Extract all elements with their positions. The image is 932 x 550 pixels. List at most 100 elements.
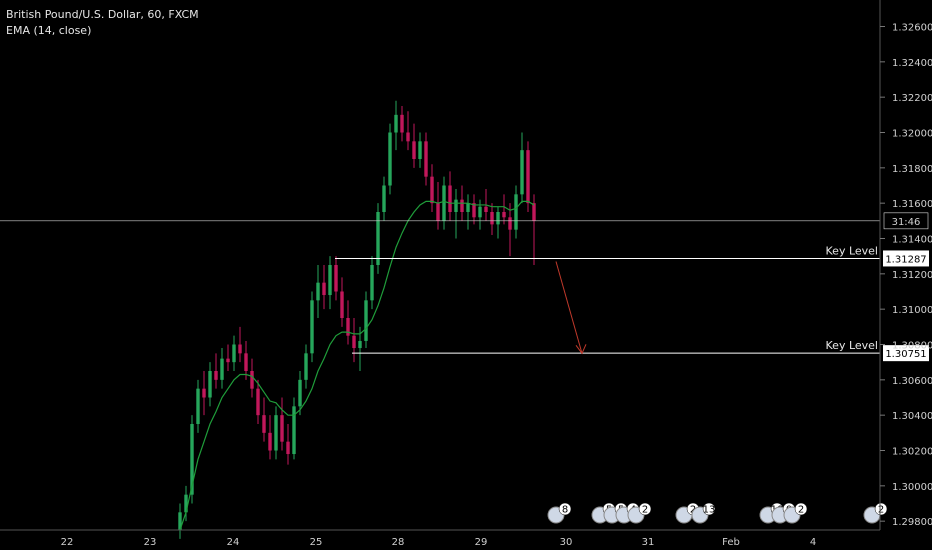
price-tick-label: 1.30200 [892,447,932,458]
candle-body[interactable] [256,388,260,416]
candle-body[interactable] [526,150,530,204]
candle-body[interactable] [316,282,320,301]
news-badge-count: 13 [703,505,716,516]
candle-body[interactable] [280,415,284,442]
price-tick-label: 1.30000 [892,482,932,493]
candle-body[interactable] [430,176,434,204]
news-badges-layer: 8554221310022 [547,502,888,524]
ema-layer [179,200,535,531]
candle-body[interactable] [508,217,512,230]
candle-body[interactable] [304,353,308,380]
news-badge [558,502,572,516]
candle-body[interactable] [292,406,296,455]
candle-body[interactable] [484,206,488,212]
candle-body[interactable] [322,282,326,296]
candle-body[interactable] [358,340,362,349]
news-badge-count: 8 [562,505,568,516]
time-tick-label: 29 [475,537,488,548]
candle-body[interactable] [406,132,410,142]
price-tick-label: 1.30400 [892,411,932,422]
candle-body[interactable] [268,432,272,451]
candle-body[interactable] [196,388,200,424]
news-badge-count: 2 [798,505,804,516]
candle-body[interactable] [238,344,242,354]
candle-body[interactable] [424,141,428,177]
candle-body[interactable] [442,185,446,221]
candle-body[interactable] [502,212,506,218]
price-tick-label: 1.31400 [892,235,932,246]
candle-body[interactable] [346,318,350,336]
candle-body[interactable] [520,150,524,195]
candle-body[interactable] [436,203,440,221]
candle-body[interactable] [340,291,344,319]
candle-body[interactable] [310,300,314,354]
candle-body[interactable] [382,185,386,213]
candle-body[interactable] [208,371,212,398]
candle-body[interactable] [298,379,302,407]
candle-body[interactable] [496,212,500,225]
candle-body[interactable] [400,114,404,133]
price-tick-label: 1.31200 [892,270,932,281]
price-tick-label: 1.31600 [892,199,932,210]
candle-body[interactable] [178,512,182,530]
candle-body[interactable] [478,206,482,218]
candle-body[interactable] [226,358,230,363]
candle-body[interactable] [262,415,266,433]
candle-body[interactable] [376,212,380,265]
key-level-price: 1.31287 [885,254,926,265]
candle-body[interactable] [184,494,188,513]
ema-line[interactable] [179,200,535,531]
candle-body[interactable] [352,335,356,349]
candle-body[interactable] [202,388,206,398]
time-tick-label: 4 [810,537,816,548]
candle-body[interactable] [460,199,464,212]
candle-body[interactable] [214,371,218,380]
price-tick-label: 1.29800 [892,517,932,528]
candle-body[interactable] [394,114,398,133]
key-level-label: Key Level [826,244,878,257]
news-badge-count: 2 [642,505,648,516]
key-level-price-box [883,345,929,362]
candle-body[interactable] [220,358,224,380]
candle-body[interactable] [412,141,416,159]
candle-body[interactable] [472,203,476,218]
candle-body[interactable] [364,300,368,341]
candle-body[interactable] [466,203,470,212]
news-badge [794,502,808,516]
price-tick-label: 1.30800 [892,341,932,352]
candle-body[interactable] [328,265,332,296]
key-level-price: 1.30751 [885,349,926,360]
candle-body[interactable] [514,194,518,230]
price-tick-label: 1.31000 [892,305,932,316]
candle-body[interactable] [286,441,290,455]
indicator-label[interactable]: EMA (14, close) [6,24,92,37]
news-badge [638,502,652,516]
candle-body[interactable] [190,424,194,495]
time-tick-label: 31 [642,537,655,548]
price-tick-label: 1.30600 [892,376,932,387]
news-badge-count: 2 [690,505,696,516]
candle-body[interactable] [448,185,452,213]
key-level-label: Key Level [826,339,878,352]
projection-arrow-shaft [555,261,583,354]
candle-body[interactable] [388,132,392,186]
candle-body[interactable] [490,212,494,225]
candle-body[interactable] [370,265,374,301]
candle-body[interactable] [334,265,338,292]
candle-body[interactable] [418,141,422,159]
time-axis: 22 23 24 25 28 29 30 31 Feb 4 [0,529,880,548]
candle-body[interactable] [274,415,278,451]
news-badge [874,502,888,516]
price-tick-label: 1.32000 [892,129,932,140]
candle-body[interactable] [244,353,248,371]
candle-body[interactable] [232,344,236,363]
candle-body[interactable] [250,371,254,389]
countdown-label: 31:46 [892,217,921,228]
candle-body[interactable] [454,199,458,212]
time-tick-label: 28 [392,537,405,548]
price-tick-label: 1.32200 [892,93,932,104]
time-tick-label: 25 [310,537,323,548]
price-tick-label: 1.31800 [892,164,932,175]
candle-body[interactable] [532,203,536,221]
